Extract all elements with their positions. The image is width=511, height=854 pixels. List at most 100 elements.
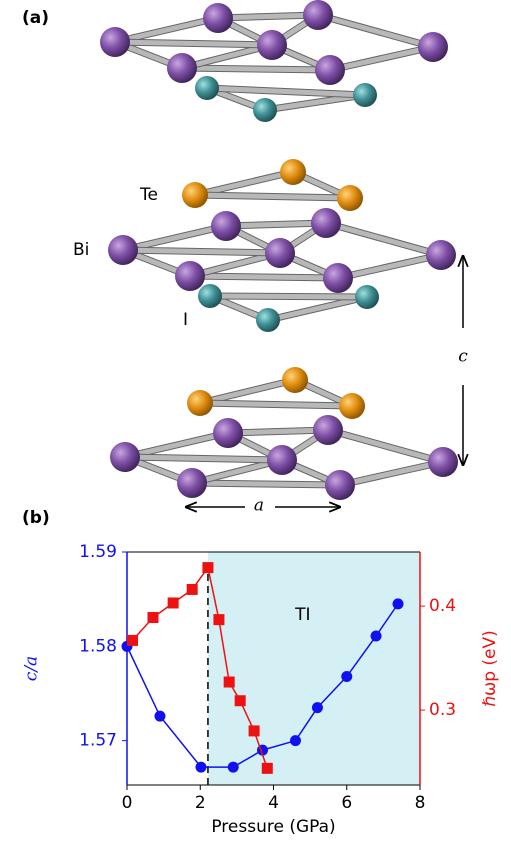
panel-label: (b) xyxy=(22,508,50,528)
marker xyxy=(202,562,213,573)
atom xyxy=(315,55,345,85)
marker xyxy=(393,598,404,609)
bond xyxy=(195,172,293,195)
marker xyxy=(235,695,246,706)
atom xyxy=(282,367,308,393)
chart: 0 2 4 6 8 1.57 1.58 1.59 0.3 0.4 Pressure (GPa) c/a… xyxy=(22,542,501,837)
marker xyxy=(168,597,179,608)
atom xyxy=(353,83,377,107)
bond xyxy=(125,433,228,457)
bond xyxy=(123,226,226,250)
atom xyxy=(323,263,353,293)
bond xyxy=(200,380,295,403)
bond xyxy=(268,297,367,320)
bond xyxy=(190,276,338,278)
atom xyxy=(167,53,197,83)
bond xyxy=(318,15,433,47)
panel-label: (a) xyxy=(22,8,49,28)
x-tick-label: 8 xyxy=(415,793,426,813)
marker xyxy=(341,671,352,682)
x-tick-label: 4 xyxy=(268,793,279,813)
atom xyxy=(177,468,207,498)
atom xyxy=(253,98,277,122)
x-tick-label: 2 xyxy=(195,793,206,813)
atom xyxy=(325,470,355,500)
bond xyxy=(330,47,433,70)
atom xyxy=(211,211,241,241)
atom xyxy=(256,308,280,332)
bond xyxy=(328,430,443,462)
atom xyxy=(100,27,130,57)
marker xyxy=(154,711,165,722)
atom xyxy=(267,445,297,475)
atom xyxy=(195,76,219,100)
marker xyxy=(195,762,206,773)
marker xyxy=(213,614,224,625)
marker xyxy=(127,635,138,646)
bond xyxy=(182,68,330,70)
y2-axis-label: ℏωp (eV) xyxy=(480,630,500,707)
atom-label: Te xyxy=(139,185,158,205)
atom-label: Bi xyxy=(73,240,89,260)
atom xyxy=(175,261,205,291)
marker xyxy=(312,702,323,713)
bond xyxy=(338,255,441,278)
y2-tick-label: 0.4 xyxy=(429,596,456,616)
atom xyxy=(187,390,213,416)
marker xyxy=(262,763,273,774)
atom xyxy=(418,32,448,62)
lattice-label: a xyxy=(254,496,264,516)
bond xyxy=(195,195,350,198)
annotation: TI xyxy=(294,605,310,625)
bond xyxy=(228,430,328,433)
atom-label: I xyxy=(183,310,188,330)
marker xyxy=(224,677,235,688)
atom xyxy=(337,185,363,211)
atom xyxy=(313,415,343,445)
bond xyxy=(200,403,352,406)
x-tick-label: 0 xyxy=(122,793,133,813)
y-tick-label: 1.59 xyxy=(79,542,117,562)
y-tick-label: 1.57 xyxy=(79,731,117,751)
atom xyxy=(355,285,379,309)
atom xyxy=(428,447,458,477)
atom xyxy=(280,159,306,185)
marker xyxy=(249,725,260,736)
y2-tick-label: 0.3 xyxy=(429,700,456,720)
figure: (a) Te Bi I c a (b) 0 2 4 6 8 1.57 1.58 1.59 0.3… xyxy=(0,0,511,854)
atom xyxy=(265,238,295,268)
bond xyxy=(125,457,282,460)
lattice-label: c xyxy=(458,347,468,367)
atom xyxy=(303,0,333,30)
bond xyxy=(226,223,326,226)
shaded-region xyxy=(208,552,420,785)
atom xyxy=(257,30,287,60)
marker xyxy=(371,630,382,641)
atom xyxy=(213,418,243,448)
x-tick-label: 6 xyxy=(341,793,352,813)
atom xyxy=(203,3,233,33)
bond xyxy=(115,42,272,45)
marker xyxy=(228,762,239,773)
marker xyxy=(290,735,301,746)
atom xyxy=(198,284,222,308)
atom xyxy=(311,208,341,238)
atom xyxy=(108,235,138,265)
bond xyxy=(115,18,218,42)
crystal-structure xyxy=(100,0,458,500)
marker xyxy=(187,584,198,595)
atom xyxy=(339,393,365,419)
bond xyxy=(340,462,443,485)
y-tick-label: 1.58 xyxy=(79,636,117,656)
atom xyxy=(426,240,456,270)
atom xyxy=(110,442,140,472)
atom xyxy=(182,182,208,208)
bond xyxy=(326,223,441,255)
y-axis-label: c/a xyxy=(22,656,42,681)
bond xyxy=(192,483,340,485)
bond xyxy=(218,15,318,18)
x-axis-label: Pressure (GPa) xyxy=(211,817,335,837)
bond xyxy=(123,250,280,253)
bond xyxy=(210,296,367,297)
marker xyxy=(148,612,159,623)
